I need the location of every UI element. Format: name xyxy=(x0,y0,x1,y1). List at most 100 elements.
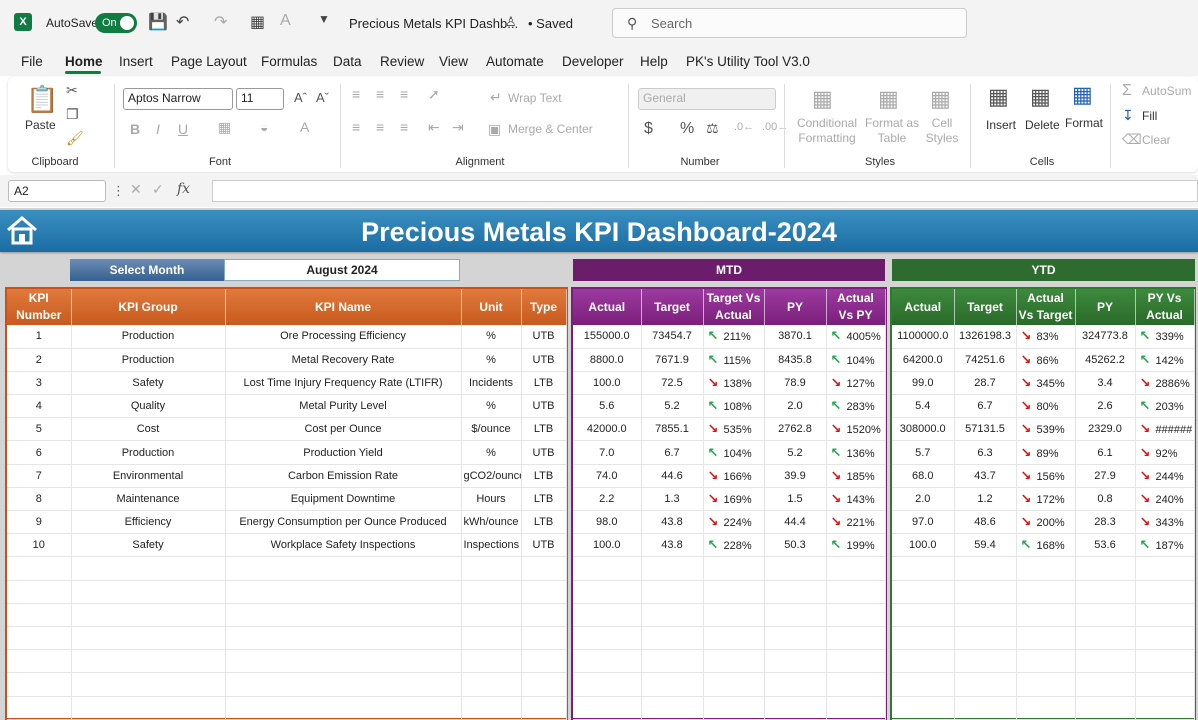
mtd-py-cell[interactable]: 50.3 xyxy=(764,533,827,558)
cancel-icon[interactable]: ✕ xyxy=(130,181,142,197)
align-top-icon[interactable]: ≡ xyxy=(352,86,361,102)
mtd-py-cell[interactable]: 2762.8 xyxy=(764,417,827,442)
kpi-group-cell[interactable]: Production xyxy=(71,440,226,465)
autosave-toggle[interactable]: On xyxy=(95,13,137,33)
kpi-type-cell[interactable]: UTB xyxy=(521,440,567,465)
kpi-unit-cell[interactable] xyxy=(461,626,522,651)
ytd-actual-cell[interactable]: 68.0 xyxy=(892,464,955,488)
mtd-py-cell[interactable]: 78.9 xyxy=(764,371,827,396)
ytd-target-cell[interactable]: 28.7 xyxy=(954,371,1017,396)
kpi-group-cell[interactable]: Cost xyxy=(71,417,226,442)
mtd-actual-cell[interactable]: 74.0 xyxy=(573,464,642,488)
cell-styles-icon[interactable]: ▦ xyxy=(930,86,951,111)
mtd-target-vs-actual-cell[interactable]: ↘ 535% xyxy=(703,417,765,442)
ytd-py-cell[interactable]: 3.4 xyxy=(1075,371,1136,396)
mtd-target-vs-actual-cell[interactable] xyxy=(703,696,765,720)
ytd-py-cell[interactable] xyxy=(1075,672,1136,697)
mtd-actual-vs-py-cell[interactable] xyxy=(826,696,886,720)
mtd-py-cell[interactable] xyxy=(764,580,827,604)
ytd-py-vs-actual-cell[interactable]: ↖ 142% xyxy=(1135,348,1195,372)
ytd-py-cell[interactable]: 2.6 xyxy=(1075,394,1136,419)
ytd-actual-cell[interactable]: 1100000.0 xyxy=(892,325,955,349)
ytd-actual-cell[interactable]: 2.0 xyxy=(892,487,955,512)
mtd-target-cell[interactable] xyxy=(641,580,704,604)
format-cells-button[interactable]: Format xyxy=(1065,116,1104,130)
ytd-target-cell[interactable]: 57131.5 xyxy=(954,417,1017,442)
ytd-actual-cell[interactable] xyxy=(892,696,955,720)
mtd-py-cell[interactable]: 1.5 xyxy=(764,487,827,512)
kpi-group-cell[interactable]: Maintenance xyxy=(71,487,226,512)
kpi-type-cell[interactable]: LTB xyxy=(521,417,567,442)
menu-data[interactable]: Data xyxy=(333,54,362,69)
mtd-py-cell[interactable] xyxy=(764,556,827,581)
kpi-name-cell[interactable]: Carbon Emission Rate xyxy=(225,464,462,488)
ytd-py-cell[interactable] xyxy=(1075,696,1136,720)
mtd-actual-cell[interactable]: 98.0 xyxy=(573,510,642,535)
mtd-py-cell[interactable]: 44.4 xyxy=(764,510,827,535)
kpi-type-cell[interactable]: LTB xyxy=(521,464,567,488)
menu-insert[interactable]: Insert xyxy=(119,54,153,69)
kpi-number-cell[interactable] xyxy=(7,556,72,581)
kpi-unit-cell[interactable]: % xyxy=(461,440,522,465)
ytd-actual-cell[interactable]: 5.4 xyxy=(892,394,955,419)
mtd-actual-vs-py-cell[interactable] xyxy=(826,580,886,604)
kpi-unit-cell[interactable] xyxy=(461,556,522,581)
mtd-py-cell[interactable]: 8435.8 xyxy=(764,348,827,372)
mtd-py-cell[interactable] xyxy=(764,626,827,651)
ytd-actual-vs-target-cell[interactable] xyxy=(1016,580,1076,604)
kpi-name-cell[interactable]: Metal Recovery Rate xyxy=(225,348,462,372)
ytd-actual-vs-target-cell[interactable]: ↘ 89% xyxy=(1016,440,1076,465)
mtd-target-vs-actual-cell[interactable]: ↖ 104% xyxy=(703,440,765,465)
delete-cells-button[interactable]: Delete xyxy=(1025,118,1060,132)
kpi-unit-cell[interactable]: % xyxy=(461,348,522,372)
mtd-actual-cell[interactable] xyxy=(573,649,642,674)
kpi-type-cell[interactable] xyxy=(521,649,567,674)
name-box[interactable]: A2 xyxy=(8,180,106,202)
save-icon[interactable]: 💾 xyxy=(148,14,168,31)
align-bottom-icon[interactable]: ≡ xyxy=(400,86,409,102)
mtd-py-cell[interactable]: 39.9 xyxy=(764,464,827,488)
mtd-actual-cell[interactable] xyxy=(573,696,642,720)
menu-review[interactable]: Review xyxy=(380,54,425,69)
mtd-actual-cell[interactable] xyxy=(573,626,642,651)
kpi-unit-cell[interactable]: Hours xyxy=(461,487,522,512)
fill-color-icon[interactable]: ◒ xyxy=(260,119,269,135)
mtd-actual-cell[interactable]: 100.0 xyxy=(573,533,642,558)
cell-styles-button[interactable]: Cell Styles xyxy=(925,116,959,145)
mtd-py-cell[interactable]: 3870.1 xyxy=(764,325,827,349)
menu-developer[interactable]: Developer xyxy=(562,54,624,69)
mtd-target-cell[interactable]: 72.5 xyxy=(641,371,704,396)
insert-cells-button[interactable]: Insert xyxy=(986,118,1017,132)
align-middle-icon[interactable]: ≡ xyxy=(376,86,385,102)
ytd-py-vs-actual-cell[interactable]: ↘ 343% xyxy=(1135,510,1195,535)
mtd-py-cell[interactable] xyxy=(764,672,827,697)
kpi-number-cell[interactable]: 2 xyxy=(7,348,72,372)
ytd-py-cell[interactable]: 53.6 xyxy=(1075,533,1136,558)
ytd-actual-cell[interactable] xyxy=(892,672,955,697)
font-name-select[interactable]: Aptos Narrow xyxy=(123,88,233,110)
mtd-actual-vs-py-cell[interactable]: ↘ 221% xyxy=(826,510,886,535)
kpi-number-cell[interactable]: 7 xyxy=(7,464,72,488)
kpi-unit-cell[interactable]: Incidents xyxy=(461,371,522,396)
kpi-number-cell[interactable]: 8 xyxy=(7,487,72,512)
align-center-icon[interactable]: ≡ xyxy=(376,119,385,135)
kpi-name-cell[interactable] xyxy=(225,649,462,674)
align-right-icon[interactable]: ≡ xyxy=(400,119,409,135)
kpi-number-cell[interactable]: 4 xyxy=(7,394,72,419)
mtd-target-vs-actual-cell[interactable] xyxy=(703,556,765,581)
kpi-unit-cell[interactable] xyxy=(461,649,522,674)
mtd-actual-cell[interactable]: 2.2 xyxy=(573,487,642,512)
increase-font-icon[interactable]: Aˆ xyxy=(294,90,307,105)
mtd-actual-cell[interactable] xyxy=(573,556,642,581)
underline-icon[interactable]: U xyxy=(178,121,189,137)
mtd-actual-cell[interactable] xyxy=(573,580,642,604)
kpi-name-cell[interactable] xyxy=(225,556,462,581)
kpi-unit-cell[interactable] xyxy=(461,580,522,604)
ytd-py-vs-actual-cell[interactable]: ↘ 240% xyxy=(1135,487,1195,512)
ytd-actual-cell[interactable] xyxy=(892,649,955,674)
mtd-actual-vs-py-cell[interactable]: ↘ 143% xyxy=(826,487,886,512)
menu-view[interactable]: View xyxy=(439,54,469,69)
kpi-name-cell[interactable]: Cost per Ounce xyxy=(225,417,462,442)
kpi-group-cell[interactable]: Safety xyxy=(71,533,226,558)
kpi-number-cell[interactable] xyxy=(7,626,72,651)
